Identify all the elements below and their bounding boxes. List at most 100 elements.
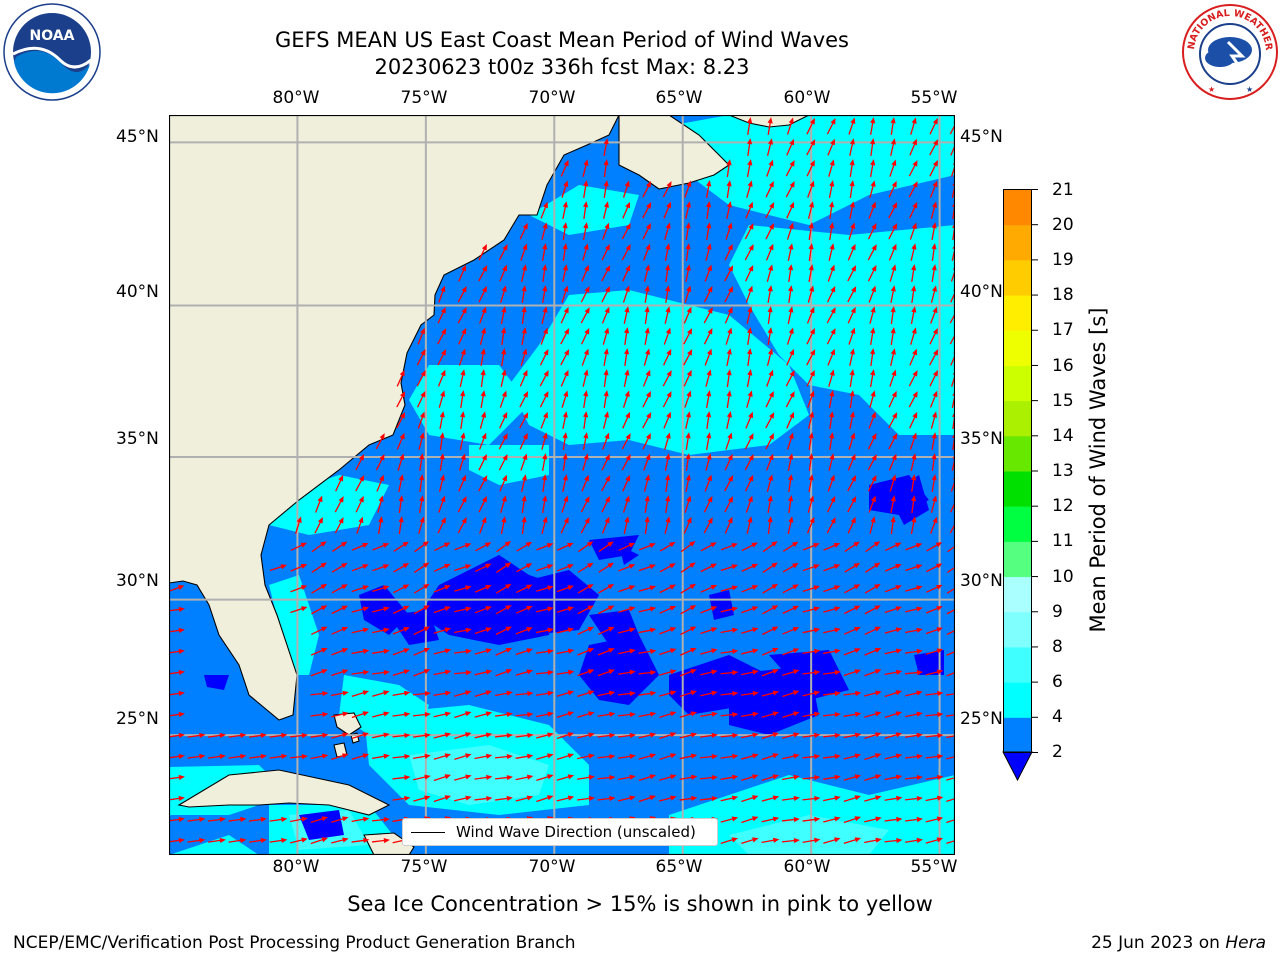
wave-direction-arrow [788, 474, 794, 493]
wave-direction-arrow [351, 585, 370, 593]
wave-direction-arrow [869, 180, 876, 198]
wave-direction-arrow [786, 327, 794, 345]
wave-direction-arrow [949, 520, 954, 534]
wave-direction-arrow [802, 627, 821, 634]
wave-direction-arrow [925, 627, 943, 635]
lon-label-top: 70°W [528, 88, 576, 108]
wave-direction-arrow [849, 201, 855, 219]
wave-direction-arrow [311, 541, 327, 553]
wave-direction-arrow [888, 243, 897, 261]
wave-direction-arrow [437, 369, 446, 387]
wave-direction-arrow [413, 626, 430, 636]
wave-direction-arrow [560, 349, 570, 366]
colorbar-tick-label: 17 [1052, 320, 1074, 340]
wave-direction-arrow [724, 306, 733, 324]
wave-direction-arrow [228, 837, 247, 844]
wave-direction-arrow [868, 411, 876, 429]
wave-direction-arrow [577, 711, 595, 718]
wave-direction-arrow [745, 495, 753, 513]
wave-direction-arrow [685, 411, 691, 429]
colorbar-band [1003, 365, 1032, 402]
wave-direction-arrow [925, 753, 944, 760]
wave-direction-arrow [680, 562, 696, 574]
wave-direction-arrow [848, 327, 856, 345]
wave-direction-arrow [843, 753, 862, 760]
wave-direction-arrow [782, 774, 800, 781]
wave-direction-arrow [952, 224, 954, 241]
wave-direction-arrow [371, 837, 390, 844]
wave-direction-arrow [761, 816, 780, 823]
wave-direction-arrow [808, 453, 814, 472]
wave-direction-arrow [925, 606, 943, 614]
wave-direction-arrow [520, 348, 528, 366]
wave-direction-arrow [496, 541, 512, 553]
wave-direction-arrow [556, 542, 574, 551]
wave-direction-arrow [331, 816, 349, 823]
wave-direction-arrow [539, 391, 549, 408]
colorbar-tick-label: 12 [1052, 496, 1074, 516]
wave-direction-arrow [617, 732, 636, 739]
footer-date: 25 Jun 2023 on Hera [1091, 933, 1266, 953]
colorbar-band [1003, 400, 1032, 437]
wave-direction-arrow [583, 390, 589, 409]
wave-direction-arrow [884, 753, 903, 760]
wave-direction-arrow [703, 286, 713, 303]
wave-direction-arrow [788, 285, 794, 304]
wave-direction-arrow [556, 732, 575, 740]
wave-direction-arrow [782, 690, 800, 698]
wave-direction-arrow [351, 753, 370, 760]
wave-direction-arrow [437, 306, 446, 324]
wave-direction-arrow [372, 753, 390, 760]
wave-direction-arrow [418, 516, 425, 534]
wave-direction-arrow [931, 222, 937, 240]
wave-direction-arrow [659, 669, 677, 676]
wave-direction-arrow [802, 543, 820, 551]
wave-direction-arrow [703, 496, 713, 513]
wave-direction-arrow [746, 180, 753, 198]
wave-direction-arrow [888, 433, 898, 450]
wave-direction-arrow [823, 585, 841, 593]
wave-direction-arrow [705, 411, 712, 430]
wave-direction-arrow [580, 307, 590, 324]
wave-direction-arrow [720, 837, 739, 844]
wave-direction-arrow [459, 432, 466, 450]
wave-direction-arrow [931, 453, 937, 472]
wave-direction-arrow [802, 606, 821, 613]
wave-direction-arrow [904, 816, 923, 823]
wave-direction-arrow [414, 541, 430, 553]
wave-direction-arrow [416, 349, 426, 366]
lat-label-left: 30°N [116, 571, 159, 591]
wave-direction-arrow [822, 711, 841, 718]
lon-label-top: 55°W [910, 88, 958, 108]
wave-direction-arrow [396, 391, 406, 408]
wave-direction-arrow [946, 756, 954, 760]
wave-direction-arrow [705, 222, 712, 240]
wave-direction-arrow [802, 585, 821, 592]
wave-direction-arrow [617, 753, 636, 759]
wave-direction-arrow [642, 432, 651, 450]
wave-direction-arrow [765, 433, 774, 450]
wave-direction-arrow [602, 411, 609, 429]
colorbar-band [1003, 717, 1032, 753]
wave-direction-arrow [700, 690, 718, 697]
wave-direction-arrow [521, 474, 527, 492]
wave-direction-arrow [372, 690, 390, 697]
wave-direction-arrow [950, 352, 954, 366]
wave-direction-arrow [562, 474, 568, 492]
legend-label: Wind Wave Direction (unscaled) [456, 823, 696, 841]
wave-direction-arrow [539, 349, 549, 366]
wave-direction-arrow [542, 495, 548, 513]
wave-direction-arrow [478, 432, 487, 450]
wave-direction-arrow [433, 563, 451, 572]
wave-direction-arrow [847, 243, 856, 261]
wave-direction-arrow [680, 626, 697, 636]
lon-label-top: 60°W [783, 88, 831, 108]
colorbar-band [1003, 541, 1032, 578]
wave-direction-arrow [478, 265, 488, 282]
wave-direction-arrow [617, 690, 636, 697]
wave-direction-arrow [577, 648, 595, 656]
wave-direction-arrow [397, 453, 405, 471]
wave-direction-arrow [761, 837, 780, 844]
wave-direction-arrow [951, 183, 954, 198]
wave-direction-arrow [659, 753, 677, 761]
